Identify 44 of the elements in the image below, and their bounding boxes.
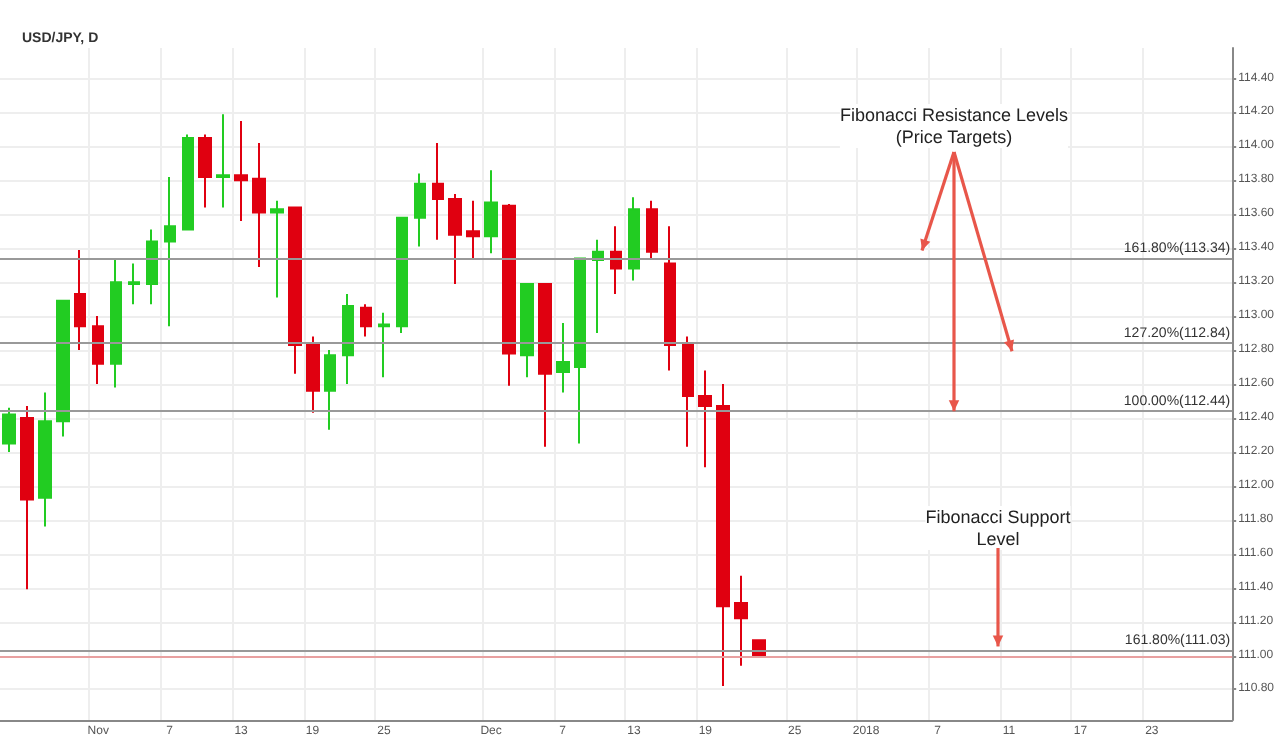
candlestick: [110, 259, 122, 389]
candlestick: [664, 225, 676, 372]
candlestick: [628, 196, 640, 282]
candlestick: [716, 383, 730, 688]
candlestick: [182, 133, 194, 231]
annotation: Fibonacci Resistance Levels (Price Targets): [839, 105, 1070, 147]
candlestick: [56, 299, 70, 438]
candlestick: [734, 574, 748, 667]
candlestick: [2, 406, 16, 453]
candlestick: [414, 172, 426, 248]
candlestick: [466, 199, 480, 262]
candlestick: [20, 405, 34, 591]
candlestick: [324, 349, 336, 431]
candlestick: [396, 216, 408, 335]
candlestick: [146, 228, 158, 306]
candlestick: [682, 335, 694, 448]
candlestick: [484, 169, 498, 255]
candlestick: [520, 282, 534, 379]
candlestick: [270, 199, 284, 299]
annotation: Fibonacci Support Level: [925, 507, 1072, 549]
candlestick: [432, 142, 444, 241]
candlestick: [360, 303, 372, 338]
candlestick: [646, 199, 658, 262]
candlestick: [38, 391, 52, 528]
candlestick: [610, 225, 622, 296]
candlestick: [592, 238, 604, 335]
candlestick: [342, 293, 354, 385]
candlestick: [234, 119, 248, 223]
candlestick: [198, 133, 212, 209]
candlestick: [216, 113, 230, 209]
candlestick: [288, 206, 302, 375]
candlestick: [378, 311, 390, 379]
candlestick: [164, 175, 176, 328]
candlestick: [252, 142, 266, 268]
candlestick: [574, 257, 586, 445]
candlestick: [128, 262, 140, 306]
candlestick: [556, 321, 570, 394]
candlestick: [538, 282, 552, 448]
candlestick: [92, 315, 104, 385]
candlestick: [502, 203, 516, 387]
candlestick: [306, 335, 320, 414]
candlestick: [74, 248, 86, 352]
candlestick: [698, 369, 712, 469]
candlestick: [448, 192, 462, 285]
